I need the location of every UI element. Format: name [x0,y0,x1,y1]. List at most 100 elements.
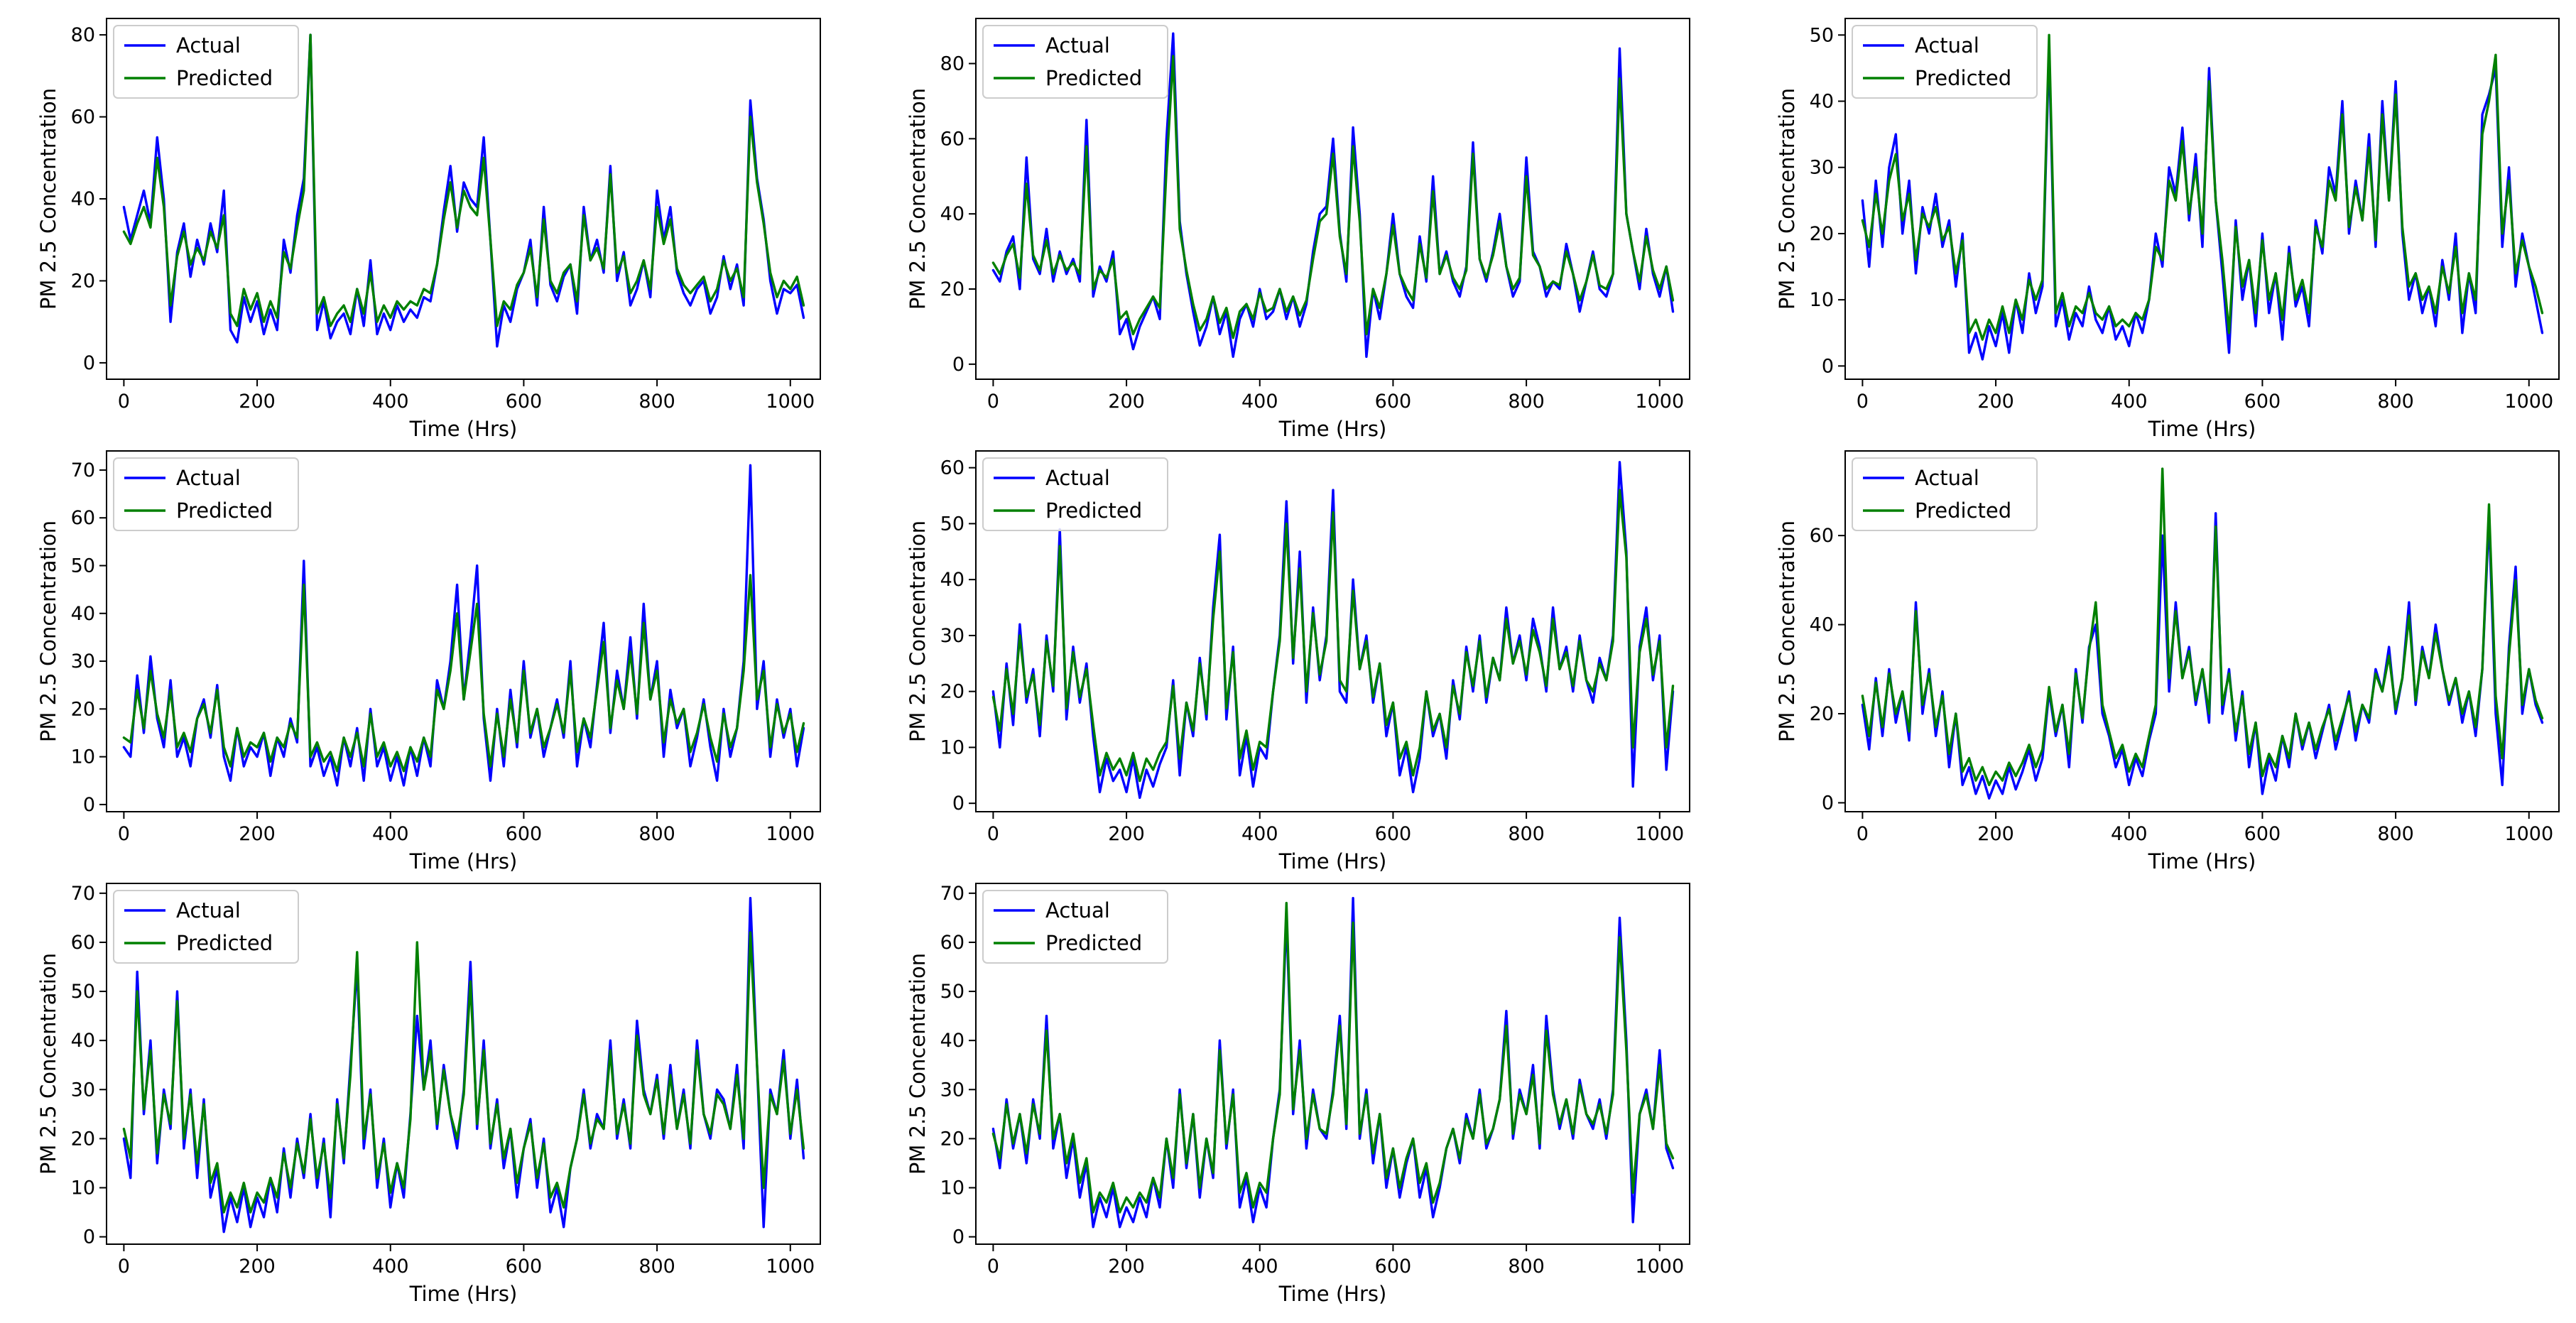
x-tick-label: 800 [638,823,675,845]
x-tick-label: 400 [1241,1256,1278,1278]
y-axis-label: PM 2.5 Concentration [36,88,60,310]
x-tick-label: 800 [638,391,675,413]
y-tick-label: 60 [940,457,964,479]
series-line-predicted [122,574,805,773]
legend-label-actual: Actual [1915,33,1979,58]
x-tick-label: 1000 [766,823,815,845]
y-tick-label: 80 [940,53,964,75]
x-tick-label: 800 [1508,1256,1545,1278]
legend-label-predicted: Predicted [1045,499,1142,523]
legend-label-actual: Actual [176,33,241,58]
y-tick-label: 40 [71,1030,95,1052]
y-tick-label: 20 [1810,703,1834,725]
x-tick-label: 600 [1375,823,1412,845]
x-tick-label: 1000 [2504,823,2553,845]
y-tick-label: 50 [1810,24,1834,46]
x-tick-label: 400 [372,823,409,845]
y-tick-label: 70 [940,883,964,905]
x-tick-label: 200 [239,1256,276,1278]
y-tick-label: 60 [71,932,95,954]
y-tick-label: 10 [71,746,95,768]
y-tick-label: 10 [1810,289,1834,311]
x-tick-label: 600 [1375,391,1412,413]
x-axis-label: Time (Hrs) [2148,417,2256,441]
y-tick-label: 50 [71,981,95,1003]
y-tick-label: 40 [71,188,95,210]
legend: Actual Predicted [982,25,1168,99]
axes-frame [975,18,1690,380]
x-tick-label: 400 [1241,391,1278,413]
x-tick-label: 1000 [766,391,815,413]
x-tick-label: 200 [239,391,276,413]
y-tick-label: 30 [71,1079,95,1101]
series-group [122,896,805,1234]
subplot-6: 0 200 400 600 800 1000 0 20 40 60 Time (Hrs) PM 2.5… [1775,450,2560,873]
x-tick-label: 0 [987,823,999,845]
subplot-5: 0 200 400 600 800 1000 0 10 20 30 40 50 60 Time (Hrs)… [906,450,1690,873]
series-line-predicted [991,901,1675,1214]
x-tick-label: 0 [1857,823,1869,845]
subplot-8: 0 200 400 600 800 1000 0 10 20 30 40 50 60 70 Time (Hr… [906,883,1690,1306]
y-tick-label: 60 [940,128,964,150]
legend-box [1852,457,2038,531]
legend-label-predicted: Predicted [176,499,273,523]
x-tick-label: 0 [987,391,999,413]
legend-label-actual: Actual [1045,898,1110,922]
y-tick-label: 0 [83,352,95,374]
series-line-actual [122,33,805,348]
y-tick-label: 10 [940,736,964,758]
y-tick-label: 20 [1810,223,1834,245]
y-tick-label: 0 [952,1226,964,1248]
x-tick-label: 1000 [1635,391,1684,413]
legend: Actual Predicted [113,25,299,99]
x-axis-label: Time (Hrs) [1278,849,1387,873]
y-axis-label: PM 2.5 Concentration [906,88,930,310]
y-tick-label: 20 [71,270,95,292]
legend-box [113,25,299,99]
axes-frame [1844,450,2560,812]
x-tick-label: 600 [506,391,543,413]
y-axis-label: PM 2.5 Concentration [36,521,60,742]
x-tick-label: 800 [2377,391,2414,413]
axes-frame [106,450,821,812]
x-axis-label: Time (Hrs) [409,417,518,441]
legend-label-actual: Actual [1915,466,1979,490]
y-tick-label: 40 [71,603,95,625]
legend-box [113,890,299,964]
x-tick-label: 400 [372,1256,409,1278]
series-line-predicted [122,33,805,327]
y-tick-label: 60 [1810,525,1834,547]
y-axis-label: PM 2.5 Concentration [1775,521,1799,742]
x-tick-label: 0 [118,1256,130,1278]
x-tick-label: 200 [1108,391,1145,413]
x-tick-label: 600 [506,1256,543,1278]
legend-box [982,890,1168,964]
y-tick-label: 30 [940,625,964,647]
series-line-predicted [122,931,805,1214]
y-tick-label: 50 [940,981,964,1003]
x-tick-label: 600 [1375,1256,1412,1278]
series-line-actual [991,32,1675,358]
x-tick-label: 0 [118,391,130,413]
axes-frame [106,883,821,1245]
y-tick-label: 40 [1810,614,1834,636]
y-tick-label: 0 [83,1226,95,1248]
x-tick-label: 200 [1108,823,1145,845]
y-axis-label: PM 2.5 Concentration [1775,88,1799,310]
x-tick-label: 0 [118,823,130,845]
legend: Actual Predicted [113,457,299,531]
x-axis-label: Time (Hrs) [409,1282,518,1306]
y-tick-label: 60 [940,932,964,954]
legend-label-predicted: Predicted [1915,499,2011,523]
x-axis-label: Time (Hrs) [409,849,518,873]
legend-box [982,457,1168,531]
legend: Actual Predicted [982,890,1168,964]
x-tick-label: 400 [372,391,409,413]
y-tick-label: 30 [940,1079,964,1101]
y-tick-label: 0 [952,793,964,815]
x-axis-label: Time (Hrs) [1278,417,1387,441]
y-tick-label: 70 [71,883,95,905]
legend: Actual Predicted [1852,25,2038,99]
y-tick-label: 40 [940,1030,964,1052]
